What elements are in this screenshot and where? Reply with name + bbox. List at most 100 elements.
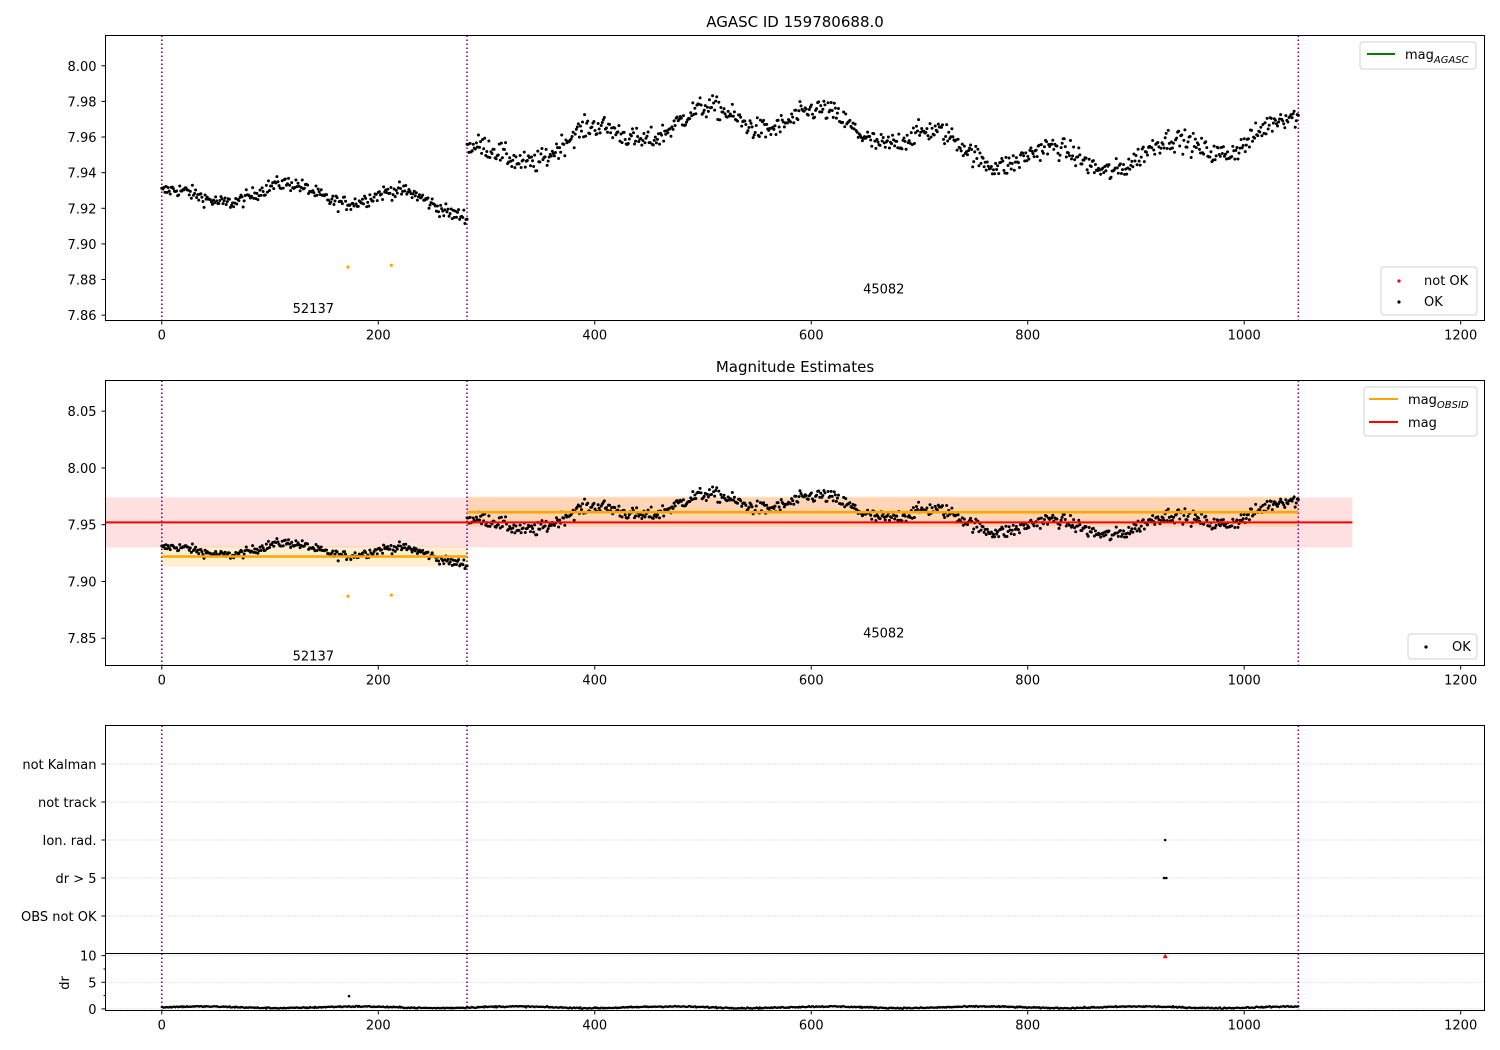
ok-point bbox=[538, 527, 542, 531]
ok-point bbox=[997, 172, 1001, 176]
ok-point bbox=[602, 116, 606, 120]
ok-point bbox=[456, 210, 460, 214]
ok-point bbox=[806, 113, 810, 117]
ok-point bbox=[713, 108, 717, 112]
ok-point bbox=[789, 502, 793, 506]
ok-point bbox=[970, 148, 974, 152]
ok-point bbox=[972, 527, 976, 531]
ok-point bbox=[671, 506, 675, 510]
ok-point bbox=[478, 518, 482, 522]
ok-point bbox=[511, 158, 515, 162]
ok-point bbox=[1080, 162, 1084, 166]
ok-point bbox=[630, 127, 634, 131]
ok-point bbox=[925, 506, 929, 510]
ok-point bbox=[1104, 533, 1108, 537]
legend-agasc: magAGASC bbox=[1359, 41, 1477, 70]
ok-point bbox=[336, 559, 340, 563]
ok-point bbox=[586, 501, 590, 505]
ok-point bbox=[1205, 518, 1209, 522]
ok-point bbox=[193, 191, 197, 195]
ok-point bbox=[363, 194, 367, 198]
ok-point bbox=[535, 533, 539, 537]
ok-point bbox=[715, 95, 719, 99]
ok-point bbox=[637, 140, 641, 144]
ok-point bbox=[275, 537, 279, 541]
ok-point bbox=[1005, 534, 1009, 538]
ok-point bbox=[1060, 515, 1064, 519]
ok-point bbox=[530, 524, 534, 528]
ok-point bbox=[498, 158, 502, 162]
dr-outlier-point bbox=[347, 994, 351, 998]
ok-point bbox=[1218, 154, 1222, 158]
ok-point bbox=[1125, 535, 1129, 539]
ok-point bbox=[1067, 154, 1071, 158]
ok-point bbox=[294, 178, 298, 182]
ok-point bbox=[1119, 535, 1123, 539]
ok-point bbox=[1128, 532, 1132, 536]
ok-point bbox=[333, 199, 337, 203]
ok-point bbox=[1027, 157, 1031, 161]
ok-point bbox=[956, 137, 960, 141]
ok-point bbox=[335, 196, 339, 200]
ok-point bbox=[482, 147, 486, 151]
ok-point bbox=[1296, 498, 1300, 502]
ok-point bbox=[531, 526, 535, 530]
ok-point bbox=[1294, 119, 1298, 123]
ok-point bbox=[672, 119, 676, 123]
ok-point bbox=[1265, 499, 1269, 503]
ok-point bbox=[393, 549, 397, 553]
ok-point bbox=[1270, 508, 1274, 512]
ok-point bbox=[499, 141, 503, 145]
ok-point bbox=[377, 190, 381, 194]
ok-point bbox=[747, 505, 751, 509]
ok-point bbox=[597, 506, 601, 510]
ok-point bbox=[619, 132, 623, 136]
ok-point bbox=[465, 564, 469, 568]
ok-point bbox=[736, 119, 740, 123]
ok-point bbox=[890, 516, 894, 520]
ok-point bbox=[545, 529, 549, 533]
ok-point bbox=[976, 147, 980, 151]
ok-point bbox=[260, 186, 264, 190]
ok-point bbox=[593, 129, 597, 133]
ok-point bbox=[804, 107, 808, 111]
ok-point bbox=[364, 196, 368, 200]
ok-point bbox=[932, 133, 936, 137]
ok-point bbox=[1250, 507, 1254, 511]
ok-point bbox=[335, 550, 339, 554]
ok-point bbox=[1030, 149, 1034, 153]
ok-point bbox=[306, 183, 310, 187]
ok-point bbox=[1239, 513, 1243, 517]
ok-point bbox=[635, 126, 639, 130]
ok-point bbox=[1120, 168, 1124, 172]
ok-point bbox=[1118, 528, 1122, 532]
ok-point bbox=[375, 552, 379, 556]
ok-point bbox=[1017, 166, 1021, 170]
ok-point bbox=[935, 508, 939, 512]
ok-point bbox=[880, 139, 884, 143]
ok-point bbox=[890, 142, 894, 146]
ok-point bbox=[1185, 145, 1189, 149]
ok-point bbox=[572, 518, 576, 522]
x-tick-label: 0 bbox=[158, 674, 166, 689]
ok-point bbox=[1136, 147, 1140, 151]
ok-point bbox=[538, 160, 542, 164]
ok-point bbox=[693, 493, 697, 497]
panel-dr: 0 5 10 0 200 400 600 800 1000 1200 dr bbox=[58, 950, 1485, 1034]
ok-point bbox=[1038, 526, 1042, 530]
ok-point bbox=[841, 502, 845, 506]
ok-point bbox=[903, 139, 907, 143]
ok-point bbox=[1070, 157, 1074, 161]
ok-point bbox=[430, 551, 434, 555]
ok-point bbox=[810, 112, 814, 116]
ok-point bbox=[1209, 150, 1213, 154]
ok-point bbox=[617, 504, 621, 508]
ok-point bbox=[437, 559, 441, 563]
ok-point bbox=[971, 165, 975, 169]
ok-point bbox=[1226, 150, 1230, 154]
ok-point bbox=[525, 158, 529, 162]
ok-point bbox=[823, 103, 827, 107]
ok-point bbox=[918, 133, 922, 137]
ok-point bbox=[711, 485, 715, 489]
ok-point bbox=[681, 114, 685, 118]
